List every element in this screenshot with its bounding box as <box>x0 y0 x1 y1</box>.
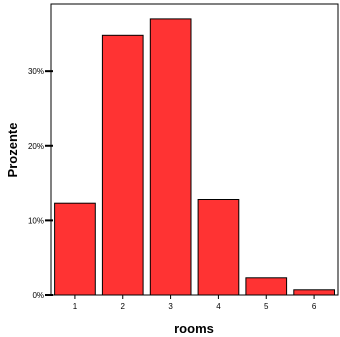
x-axis-title: rooms <box>174 321 214 336</box>
bar-rooms-5 <box>245 277 288 296</box>
y-tick-label: 30% <box>28 67 44 76</box>
bar-rooms-3 <box>149 18 192 296</box>
bar-rooms-4 <box>197 199 240 296</box>
x-axis: 1 2 3 4 5 6 <box>73 295 317 311</box>
y-tick-label: 20% <box>28 142 44 151</box>
x-tick-label: 4 <box>216 302 221 311</box>
y-axis-title: Prozente <box>5 123 20 178</box>
bar-rooms-1 <box>54 202 96 296</box>
x-tick-label: 1 <box>73 302 78 311</box>
x-tick-label: 3 <box>168 302 173 311</box>
x-tick-label: 5 <box>264 302 269 311</box>
y-tick-label: 10% <box>28 216 44 225</box>
bars-group <box>54 18 335 296</box>
bar-rooms-6 <box>293 289 335 296</box>
y-tick-label: 0% <box>32 291 44 300</box>
y-axis: 0% 10% 20% 30% <box>28 67 53 300</box>
x-tick-label: 6 <box>312 302 317 311</box>
x-tick-label: 2 <box>121 302 126 311</box>
plot-area <box>50 3 339 296</box>
bar-rooms-2 <box>101 34 144 296</box>
